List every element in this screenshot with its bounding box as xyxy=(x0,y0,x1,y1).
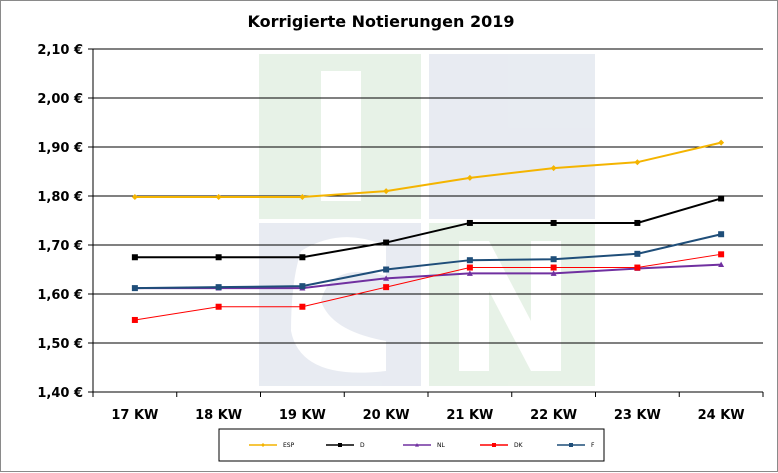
data-point xyxy=(492,443,496,447)
series-d xyxy=(131,195,725,261)
legend-item-nl: NL xyxy=(403,442,445,449)
legend-label: F xyxy=(591,442,595,449)
x-tick-label: 17 KW xyxy=(111,408,158,423)
y-tick-label: 1,60 € xyxy=(37,288,83,303)
series-line xyxy=(134,197,722,259)
data-point xyxy=(383,239,390,246)
data-point xyxy=(569,443,573,447)
y-tick-label: 1,50 € xyxy=(37,337,83,352)
data-point xyxy=(466,174,473,181)
legend-label: DK xyxy=(514,442,524,449)
watermark-logo xyxy=(259,54,595,386)
series-esp xyxy=(131,139,725,200)
data-point xyxy=(299,303,306,310)
data-point xyxy=(415,443,419,447)
data-point xyxy=(718,261,725,267)
data-point xyxy=(634,264,641,271)
y-tick-label: 1,90 € xyxy=(37,141,83,156)
data-point xyxy=(131,193,138,200)
y-tick-label: 1,40 € xyxy=(37,386,83,401)
data-point xyxy=(338,443,342,447)
legend-label: NL xyxy=(437,442,445,449)
data-point xyxy=(131,316,138,323)
series-line xyxy=(134,263,722,290)
data-point xyxy=(299,283,306,290)
data-point xyxy=(550,256,557,263)
y-tick-label: 1,70 € xyxy=(37,239,83,254)
data-point xyxy=(215,193,222,200)
y-tick-label: 2,00 € xyxy=(37,92,83,107)
data-point xyxy=(261,443,265,447)
legend-label: D xyxy=(360,442,365,449)
data-point xyxy=(383,275,390,281)
data-point xyxy=(718,195,725,202)
series-line xyxy=(134,233,722,290)
grid xyxy=(93,48,763,393)
data-point xyxy=(466,270,473,276)
data-point xyxy=(383,188,390,195)
series-dk xyxy=(131,251,725,323)
series-line xyxy=(134,253,722,321)
data-point xyxy=(299,193,306,200)
x-tick-label: 20 KW xyxy=(363,408,410,423)
legend-item-d: D xyxy=(326,442,365,449)
data-point xyxy=(550,270,557,276)
x-tick-label: 24 KW xyxy=(698,408,745,423)
data-point xyxy=(550,264,557,271)
legend-item-dk: DK xyxy=(480,442,524,449)
data-point xyxy=(383,266,390,273)
series-f xyxy=(131,231,725,292)
data-point xyxy=(383,284,390,291)
legend-item-f: F xyxy=(557,442,595,449)
y-tick-label: 1,80 € xyxy=(37,190,83,205)
data-point xyxy=(466,264,473,271)
data-point xyxy=(718,231,725,238)
data-point xyxy=(550,219,557,226)
legend-item-esp: ESP xyxy=(249,442,295,449)
data-point xyxy=(634,250,641,257)
x-tick-label: 21 KW xyxy=(446,408,493,423)
data-point xyxy=(131,285,138,292)
x-tick-label: 23 KW xyxy=(614,408,661,423)
legend-label: ESP xyxy=(283,442,295,449)
series-layer xyxy=(131,139,725,323)
axes: 1,40 € 1,50 € 1,60 € 1,70 € 1,80 € 1,90 € 2,00… xyxy=(37,43,764,423)
data-point xyxy=(215,254,222,261)
x-tick-label: 22 KW xyxy=(530,408,577,423)
data-point xyxy=(299,254,306,261)
data-point xyxy=(466,219,473,226)
chart-title: Korrigierte Notierungen 2019 xyxy=(248,12,515,31)
data-point xyxy=(634,159,641,166)
data-point xyxy=(215,303,222,310)
x-tick-label: 19 KW xyxy=(279,408,326,423)
legend: ESP D NL DK F xyxy=(218,428,605,462)
series-line xyxy=(134,141,722,198)
data-point xyxy=(215,284,222,291)
data-point xyxy=(718,139,725,146)
data-point xyxy=(466,257,473,264)
data-point xyxy=(634,219,641,226)
data-point xyxy=(131,254,138,261)
x-tick-label: 18 KW xyxy=(195,408,242,423)
data-point xyxy=(718,251,725,258)
y-tick-label: 2,10 € xyxy=(37,43,83,58)
data-point xyxy=(550,165,557,172)
